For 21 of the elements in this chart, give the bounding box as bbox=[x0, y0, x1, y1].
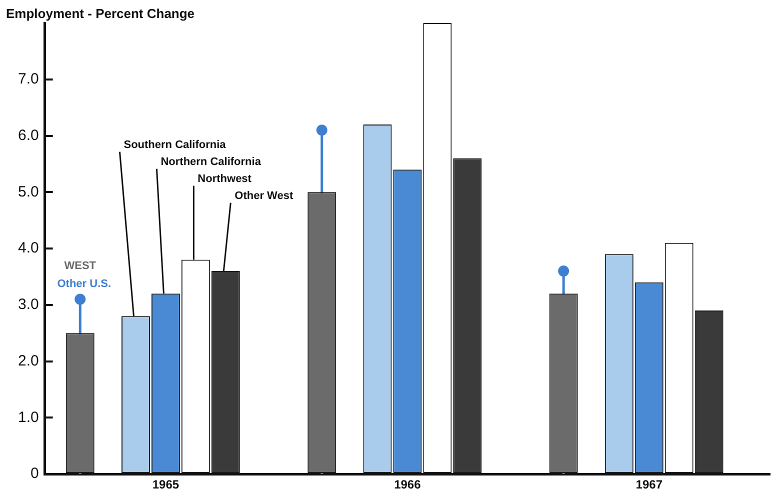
text: Northern California bbox=[160, 156, 262, 168]
x-tick-label: 1965 bbox=[152, 478, 180, 492]
y-tick-label: 5.0 bbox=[18, 183, 39, 200]
point bbox=[558, 266, 570, 277]
series-label: Other U.S. bbox=[57, 278, 112, 290]
point bbox=[74, 294, 86, 305]
x-tick-label: 1967 bbox=[636, 478, 663, 492]
text: WEST bbox=[64, 260, 96, 272]
y-tick-label: 7.0 bbox=[18, 70, 39, 88]
y-axis-title: Employment - Percent Change bbox=[6, 6, 195, 21]
y-tick-label: 4.0 bbox=[18, 240, 39, 257]
y-tick-label: 2.0 bbox=[18, 352, 39, 370]
point bbox=[316, 124, 328, 136]
y-tick-label: 1.0 bbox=[18, 408, 39, 426]
text: Northwest bbox=[198, 172, 252, 185]
text: Southern California bbox=[124, 138, 227, 151]
x-tick-label: 1966 bbox=[394, 478, 422, 492]
y-tick-label: 6.0 bbox=[18, 126, 39, 144]
y-tick-label: 3.0 bbox=[18, 296, 39, 314]
text: Other West bbox=[234, 190, 294, 202]
y-tick-label: 0 bbox=[30, 465, 39, 482]
